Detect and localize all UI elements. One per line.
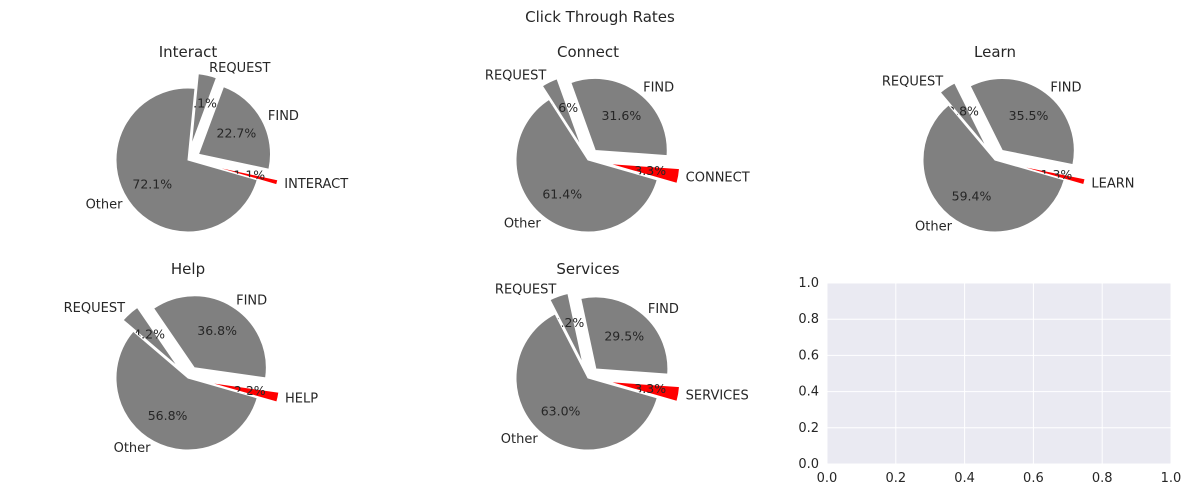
- pie-percent-label: 22.7%: [217, 125, 257, 140]
- pie-slice-find: [197, 86, 271, 170]
- pie-category-label: Other: [114, 441, 152, 456]
- pie-percent-label: 29.5%: [604, 328, 644, 343]
- axes-background: [827, 283, 1171, 464]
- pie-percent-label: 36.8%: [197, 323, 237, 338]
- pie-percent-label: 56.8%: [148, 408, 188, 423]
- pie-category-label: LEARN: [1091, 176, 1134, 191]
- pie-slice-request: [190, 73, 218, 146]
- pie-slice-find: [969, 77, 1075, 166]
- subplot-3: Learn1.3%LEARN35.5%FIND3.8%REQUEST59.4%O…: [882, 43, 1135, 234]
- pie-category-label: Other: [504, 217, 542, 232]
- x-tick-label: 0.0: [817, 471, 838, 486]
- subplots: Interact1.1%INTERACT22.7%FIND4.1%REQUEST…: [64, 43, 1182, 486]
- pie-category-label: SERVICES: [686, 388, 749, 403]
- pie-slice-other: [515, 313, 658, 451]
- pie-category-label: Other: [86, 198, 124, 213]
- pie-slice-find: [570, 77, 668, 157]
- pie-slice-interact: [207, 164, 279, 186]
- x-tick-label: 0.4: [954, 471, 975, 486]
- y-tick-label: 0.8: [798, 312, 819, 327]
- pie-slice-request: [939, 82, 988, 148]
- pie-slice-services: [607, 380, 681, 402]
- y-tick-label: 0.4: [798, 385, 819, 400]
- pie-slice-connect: [607, 162, 681, 184]
- pie-percent-label: 31.6%: [601, 108, 641, 123]
- pie-category-label: HELP: [285, 392, 318, 407]
- pie-category-label: FIND: [268, 109, 299, 124]
- pie-title: Learn: [974, 43, 1016, 61]
- pie-category-label: REQUEST: [495, 282, 556, 297]
- pie-percent-label: 72.1%: [132, 176, 172, 191]
- pie-percent-label: 3.3%: [634, 163, 666, 178]
- pie-category-label: Other: [501, 432, 539, 447]
- figure-title: Click Through Rates: [525, 8, 675, 26]
- pie-slice-help: [207, 381, 280, 403]
- pie-category-label: Other: [915, 219, 953, 234]
- pie-slice-learn: [1014, 164, 1086, 186]
- subplot-6: 0.0 0.2 0.4 0.6 0.8 1.0 0.0 0.2 0.4 0.6 0.8 1.0: [798, 276, 1181, 486]
- x-tick-label: 0.6: [1023, 471, 1044, 486]
- subplot-4: Help2.2%HELP36.8%FIND4.2%REQUEST56.8%Oth…: [64, 260, 319, 456]
- x-tick-label: 1.0: [1161, 471, 1182, 486]
- subplot-1: Interact1.1%INTERACT22.7%FIND4.1%REQUEST…: [86, 43, 348, 233]
- y-tick-label: 0.6: [798, 348, 819, 363]
- y-tick-label: 0.2: [798, 421, 819, 436]
- pie-percent-label: 3.3%: [634, 381, 666, 396]
- pie-category-label: REQUEST: [882, 74, 943, 89]
- pie-title: Connect: [557, 43, 619, 61]
- pie-category-label: FIND: [648, 302, 679, 317]
- pie-slice-request: [549, 292, 584, 365]
- y-tick-label: 1.0: [798, 276, 819, 291]
- pie-category-label: FIND: [643, 80, 674, 95]
- pie-title: Help: [171, 260, 205, 278]
- x-tick-label: 0.8: [1092, 471, 1113, 486]
- pie-slice-request: [122, 306, 179, 368]
- pie-percent-label: 61.4%: [542, 187, 582, 202]
- pie-title: Services: [556, 260, 619, 278]
- pie-slice-other: [515, 98, 658, 233]
- pie-category-label: REQUEST: [485, 69, 546, 84]
- pie-category-label: REQUEST: [209, 61, 270, 76]
- pie-title: Interact: [159, 43, 218, 61]
- pie-category-label: REQUEST: [64, 301, 125, 316]
- pie-slice-find: [580, 296, 669, 375]
- pie-slice-find: [152, 295, 267, 379]
- pie-slice-request: [541, 78, 582, 147]
- pie-percent-label: 63.0%: [541, 403, 581, 418]
- pie-slice-other: [115, 87, 258, 233]
- pie-category-label: FIND: [236, 294, 267, 309]
- pie-category-label: CONNECT: [686, 170, 750, 185]
- pie-percent-label: 35.5%: [1009, 108, 1049, 123]
- x-tick-label: 0.2: [885, 471, 906, 486]
- pie-category-label: FIND: [1050, 81, 1081, 96]
- y-tick-label: 0.0: [798, 457, 819, 472]
- pie-slice-other: [115, 330, 258, 451]
- pie-category-label: INTERACT: [284, 177, 348, 192]
- pie-slice-other: [922, 104, 1065, 233]
- pie-percent-label: 59.4%: [952, 188, 992, 203]
